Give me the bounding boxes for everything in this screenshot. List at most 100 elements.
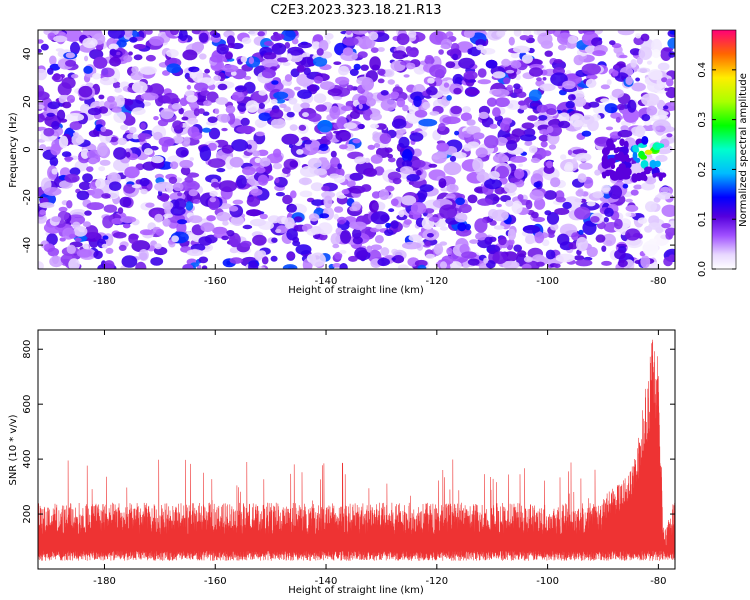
heatmap-cell (340, 105, 353, 112)
heatmap-y-ticks: -40 -20 0 20 40 (22, 48, 675, 253)
heatmap-cell (131, 240, 151, 253)
heatmap-cell (429, 64, 447, 78)
heatmap-cell (329, 105, 341, 120)
heatmap-cell (271, 42, 287, 55)
heatmap-cell (123, 223, 131, 229)
heatmap-cell (578, 162, 593, 170)
heatmap-cell (409, 132, 424, 142)
heatmap-cell (595, 234, 606, 243)
heatmap-cell (602, 233, 616, 247)
heatmap-cell (396, 214, 408, 221)
heatmap-cell (641, 93, 660, 107)
heatmap-cell (51, 216, 62, 223)
heatmap-cell (146, 184, 153, 189)
heatmap-cell (330, 233, 341, 246)
heatmap-cell (273, 91, 289, 100)
snr-y-ticks: 200 400 600 800 (22, 340, 675, 524)
heatmap-cell (84, 210, 92, 216)
heatmap-cell (467, 48, 473, 55)
heatmap-cell (248, 260, 259, 269)
heatmap-cell (601, 184, 611, 193)
heatmap-cell (557, 233, 570, 246)
heatmap-cell (438, 178, 447, 189)
heatmap-cell (216, 211, 231, 222)
heatmap-cell (188, 189, 198, 197)
heatmap-cell (529, 67, 543, 77)
heatmap-cell (259, 213, 268, 220)
heatmap-cell (296, 65, 305, 73)
heatmap-cell (491, 88, 510, 98)
heatmap-cell (171, 235, 180, 243)
heatmap-cell (440, 44, 450, 49)
heatmap-cell (455, 197, 465, 206)
heatmap-cell (349, 172, 364, 181)
heatmap-cell (301, 52, 310, 59)
heatmap-cell (51, 120, 60, 130)
heatmap-cell (307, 157, 322, 169)
heatmap-cell (398, 136, 410, 149)
heatmap-cell (553, 59, 563, 64)
heatmap-cell (465, 88, 480, 96)
heatmap-cell (581, 63, 601, 76)
heatmap-cell (320, 160, 331, 170)
heatmap-cell (163, 213, 174, 218)
heatmap-echo-cell (632, 144, 639, 153)
heatmap-cell (509, 177, 518, 183)
heatmap-cell (289, 124, 298, 131)
heatmap-cell (637, 67, 651, 73)
heatmap-cell (139, 177, 150, 187)
heatmap-cell (550, 223, 559, 231)
heatmap-cell (303, 139, 313, 145)
heatmap-cell (401, 195, 417, 206)
heatmap-cell (114, 87, 123, 93)
heatmap-cell (177, 192, 183, 197)
heatmap-cell (369, 56, 381, 71)
heatmap-cell (333, 96, 342, 101)
heatmap-cell (555, 253, 575, 263)
heatmap-cell (270, 98, 278, 105)
heatmap-cell (339, 263, 348, 269)
heatmap-cell (519, 104, 528, 111)
chart-title: C2E3.2023.323.18.21.R13 (270, 3, 441, 18)
x-tick-label: -140 (315, 576, 338, 587)
heatmap-cell (124, 30, 133, 38)
heatmap-cell (229, 247, 239, 254)
heatmap-cell (521, 54, 533, 64)
heatmap-cell (167, 155, 184, 165)
heatmap-cell (128, 51, 133, 56)
heatmap-cell (293, 86, 301, 91)
heatmap-cell (370, 154, 383, 164)
colorbar-tick-label: 0.0 (697, 261, 708, 277)
heatmap-cell (606, 79, 612, 86)
heatmap-cell (581, 114, 595, 125)
heatmap-cell (578, 229, 584, 235)
heatmap-cell (131, 133, 140, 140)
heatmap-cell (502, 260, 520, 269)
heatmap-cell (192, 199, 201, 204)
heatmap-cell (635, 77, 640, 82)
heatmap-cell (530, 102, 540, 107)
heatmap-cell (576, 236, 588, 252)
heatmap-cell (231, 139, 249, 152)
heatmap-cell (150, 257, 164, 266)
heatmap-cell (368, 31, 379, 41)
heatmap-cell (230, 71, 237, 76)
heatmap-cell (135, 261, 147, 269)
heatmap-cell (128, 233, 139, 244)
heatmap-cell (659, 111, 669, 116)
heatmap-cell (577, 173, 587, 183)
x-tick-label: -120 (425, 276, 448, 287)
heatmap-cell (335, 130, 351, 142)
heatmap-cell (171, 103, 182, 110)
heatmap-cell (349, 110, 360, 120)
heatmap-cell (69, 233, 76, 239)
heatmap-cell (283, 106, 292, 113)
heatmap-cell (132, 107, 146, 115)
y-tick-label: 600 (22, 395, 33, 414)
heatmap-cell (367, 144, 376, 150)
heatmap-cell (544, 50, 553, 57)
heatmap-cell (329, 173, 340, 179)
heatmap-cell (244, 75, 252, 80)
heatmap-cell (181, 116, 189, 121)
heatmap-cell (533, 181, 541, 188)
